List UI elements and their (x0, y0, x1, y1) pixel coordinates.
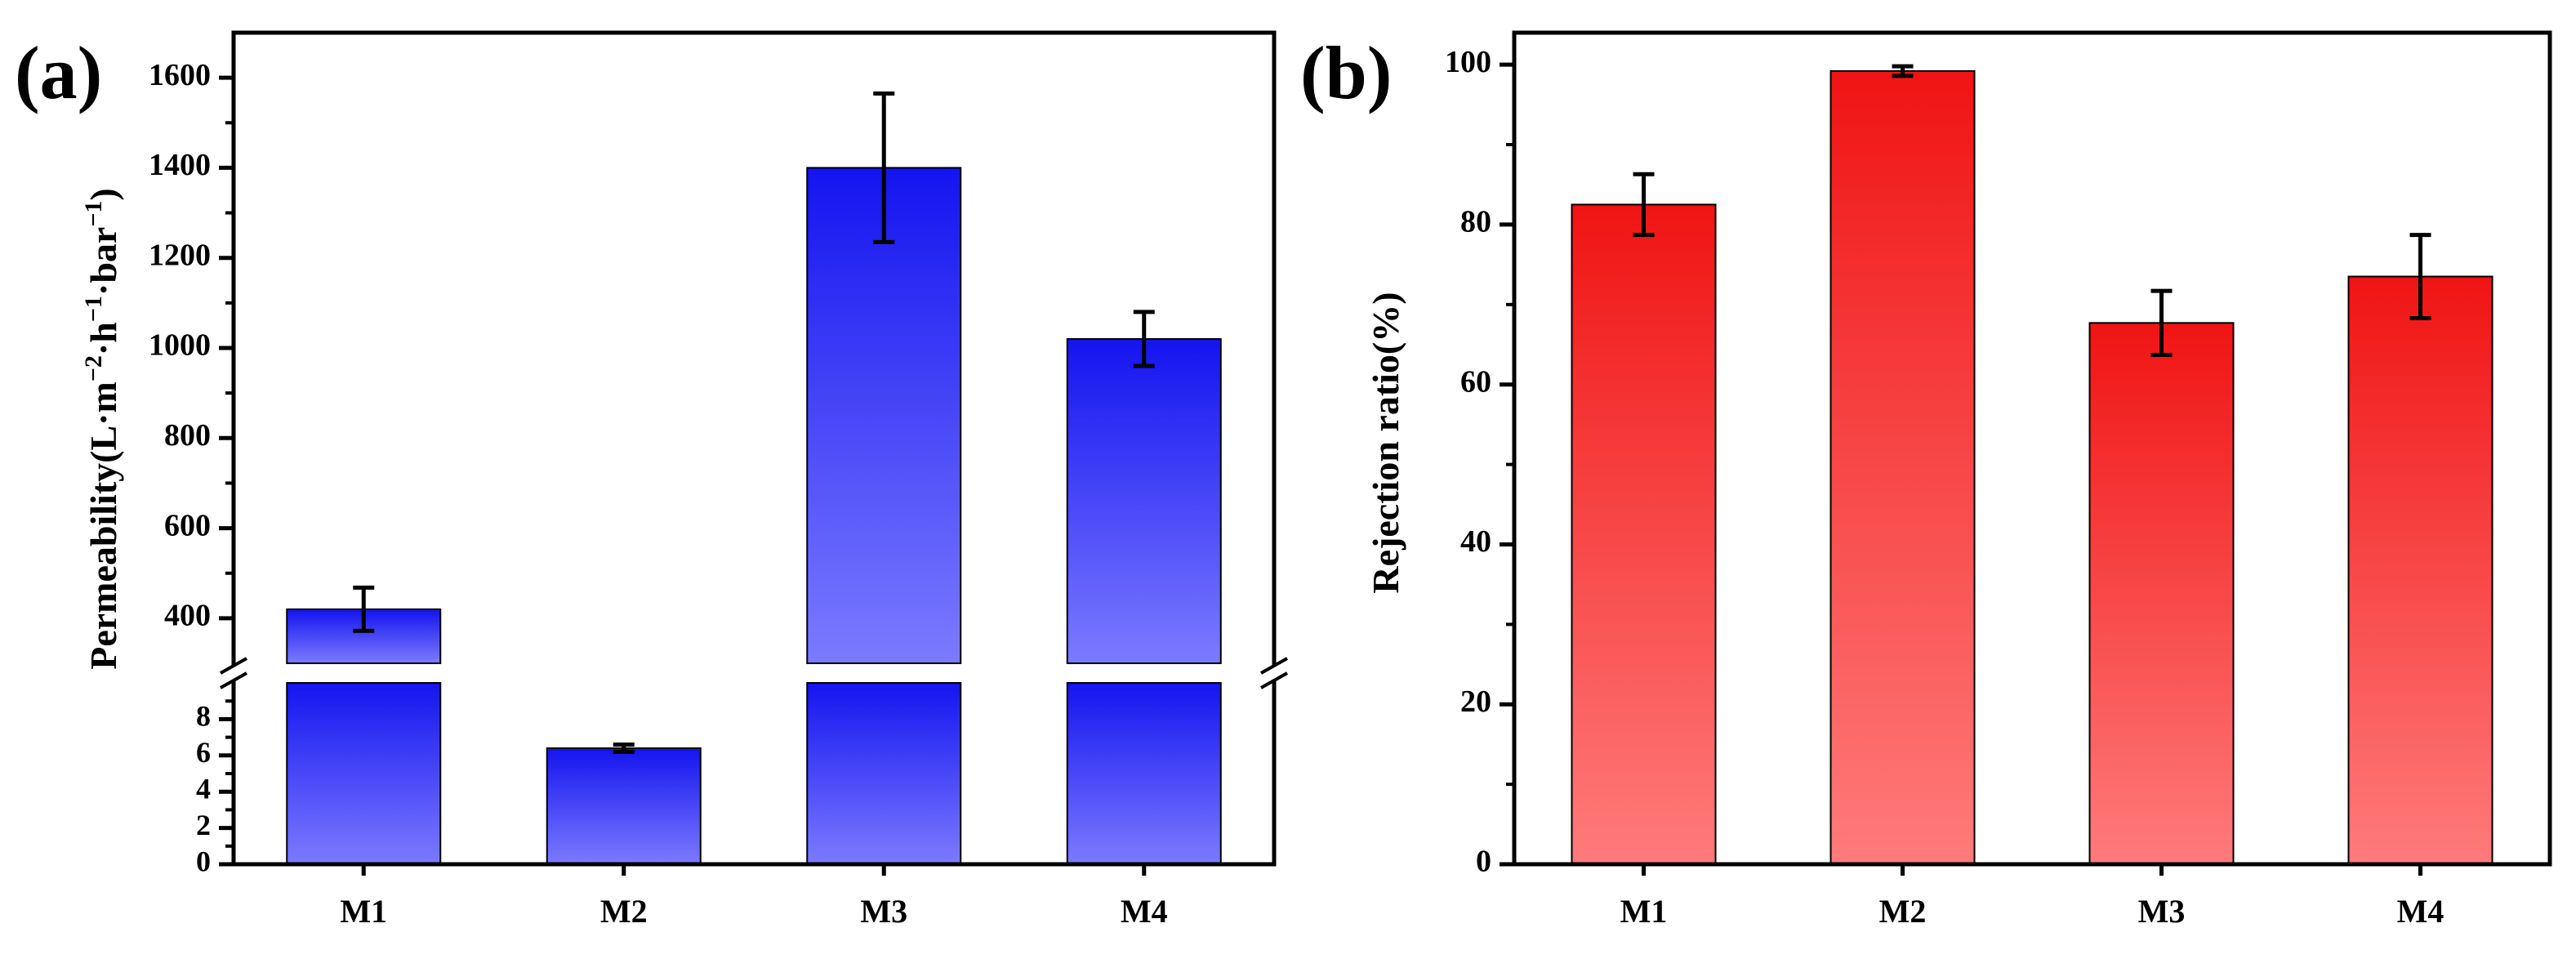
error-bar-m3-b (2150, 288, 2173, 357)
y-axis-title-a: Permeability(L·m−2·h−1·bar−1) (80, 188, 124, 670)
y-axis-title-a-name: Permeability (82, 463, 124, 670)
bar-m2-b (1829, 69, 1976, 865)
error-bar-m1-b (1633, 172, 1655, 238)
y-tick-label-a: 4 (196, 772, 211, 805)
panel-b-chart: (b) M1 M2 M3 M4 0 20 40 60 80 100 Rejection ratio… (1300, 30, 2552, 930)
panel-b-label: (b) (1300, 31, 1392, 114)
y-tick-label-a: 400 (164, 599, 211, 633)
bar-m3-b (2088, 322, 2235, 865)
error-bar-m2-b (1892, 64, 1914, 78)
x-tick-label-m4-b: M4 (2397, 893, 2445, 930)
y-tick-label-b: 100 (1445, 45, 1491, 79)
y-axis-title-b: Rejection ratio(%) (1365, 292, 1406, 593)
y-tick-label-a: 1400 (149, 148, 211, 182)
x-tick-label-m3-a: M3 (860, 893, 907, 930)
bar-m3-upper-a (806, 167, 962, 664)
y-tick-label-a: 800 (164, 418, 211, 453)
error-bar-m2-a (613, 742, 635, 754)
y-tick-label-a: 0 (196, 845, 211, 877)
y-tick-label-b: 40 (1460, 524, 1491, 559)
panel-a-label: (a) (15, 31, 102, 114)
axes-frame-b (1512, 30, 2552, 867)
error-bar-m3-a (873, 91, 895, 244)
y-tick-label-a: 600 (164, 508, 211, 542)
break-mark-left-a (220, 657, 247, 689)
error-bar-m4-b (2409, 233, 2431, 320)
y-tick-label-a: 6 (196, 736, 211, 769)
y-axis-unit-a-sup2: −1 (80, 296, 107, 322)
y-tick-label-a: 1000 (149, 328, 211, 363)
y-axis-unit-a-part2: ·h (82, 322, 124, 355)
y-tick-label-b: 0 (1476, 845, 1491, 879)
bar-m3-lower-a (806, 682, 962, 865)
y-axis-title-a-open: ( (82, 451, 124, 463)
error-bar-m4-a (1133, 310, 1155, 368)
panel-a-chart: (a) M1 M2 M3 M4 400 600 800 1000 1200 1400 1600 0 2 4… (15, 30, 1294, 930)
x-tick-label-m1-b: M1 (1620, 893, 1668, 930)
axis-break-gap-a (214, 664, 1294, 682)
bar-m2-a (546, 747, 702, 865)
y-tick-label-b: 20 (1460, 685, 1491, 719)
x-tick-label-m2-a: M2 (600, 893, 648, 930)
y-axis-unit-a-part1: L·m (82, 381, 124, 450)
bar-m1-b (1571, 203, 1717, 866)
y-tick-label-a: 1600 (149, 58, 211, 92)
bar-m4-lower-a (1066, 682, 1222, 865)
bar-m1-lower-a (286, 682, 442, 865)
y-axis-title-a-close: ) (82, 188, 124, 200)
y-tick-label-a: 8 (196, 700, 211, 733)
y-axis-unit-a-sup1: −2 (80, 355, 107, 381)
x-tick-label-m3-b: M3 (2138, 893, 2186, 930)
y-tick-label-a: 2 (196, 809, 211, 841)
y-tick-label-a: 1200 (149, 238, 211, 272)
y-tick-label-b: 80 (1460, 205, 1491, 239)
x-tick-label-m1-a: M1 (340, 893, 387, 930)
break-mark-right-a (1260, 657, 1288, 689)
x-tick-label-m2-b: M2 (1879, 893, 1927, 930)
y-axis-unit-a-part3: ·bar (82, 227, 124, 296)
x-tick-label-m4-a: M4 (1121, 893, 1168, 930)
error-bar-m1-a (353, 585, 375, 633)
bar-m4-upper-a (1066, 337, 1222, 664)
y-axis-unit-a-sup3: −1 (80, 201, 107, 227)
bar-m4-b (2347, 275, 2494, 865)
y-tick-label-b: 60 (1460, 364, 1491, 399)
